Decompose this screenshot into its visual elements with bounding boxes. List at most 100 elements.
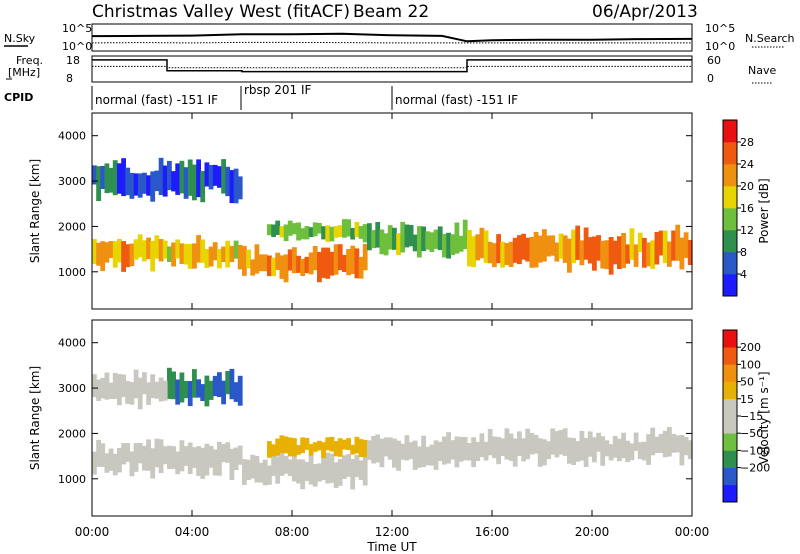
power-cell-0-0 [92, 239, 97, 264]
power-cell-1-5 [187, 243, 193, 269]
velocity-heatmap [92, 367, 693, 490]
x-tick-label-5: 16:00 [475, 525, 510, 539]
power-cell-0-8 [125, 244, 131, 268]
power-cell-6-6 [117, 163, 122, 194]
power-cell-5-39 [629, 228, 635, 260]
power-cell-4-8 [400, 221, 406, 253]
noise-right-tick-bottom: 10^0 [705, 40, 735, 53]
velocity-cell-0-23 [187, 442, 193, 474]
x-tick-label-2: 04:00 [175, 525, 210, 539]
power-cell-6-5 [112, 160, 118, 196]
velocity-cell-6-6 [117, 374, 122, 406]
velocity-cell-1-17 [312, 464, 318, 487]
velocity-y-tick-1: 1000 [58, 473, 86, 486]
velocity-cell-0-8 [125, 443, 131, 462]
power-cell-1-6 [192, 243, 197, 269]
power-cell-1-3 [179, 243, 185, 264]
power-cell-3-0 [267, 224, 272, 236]
velocity-cell-1-18 [317, 463, 322, 482]
velocity-cell-3-6 [192, 369, 197, 398]
power-cell-4-17 [437, 226, 443, 251]
power-cell-4-12 [417, 226, 422, 258]
power-y-tick-2: 2000 [58, 220, 86, 233]
power-cell-2-7 [271, 257, 276, 277]
power-cell-2-19 [321, 247, 326, 278]
velocity-cell-2-16 [333, 441, 339, 457]
velocity-cell-5-10 [508, 433, 514, 461]
velocity-cell-6-13 [146, 382, 151, 405]
velocity-cell-5-25 [571, 438, 576, 465]
velocity-cell-5-38 [625, 440, 631, 463]
power-cell-2-20 [325, 247, 331, 279]
power-cell-2-23 [337, 244, 343, 271]
power-cell-6-14 [150, 171, 156, 202]
power-cell-0-6 [117, 238, 122, 263]
velocity-cell-4-2 [375, 434, 381, 463]
power-cell-0-7 [121, 241, 126, 272]
velocity-cell-1-11 [287, 459, 293, 477]
velocity-cell-0-14 [150, 448, 156, 479]
power-cell-5-6 [492, 243, 497, 268]
velocity-cell-5-49 [671, 433, 676, 453]
velocity-cell-0-25 [196, 446, 201, 476]
velocity-cell-0-18 [167, 445, 172, 470]
power-cell-0-9 [129, 243, 135, 267]
velocity-cell-5-47 [662, 430, 668, 458]
power-cell-4-22 [458, 235, 464, 252]
velocity-cell-2-23 [362, 440, 368, 458]
velocity-cell-0-10 [133, 443, 139, 472]
power-cell-4-16 [433, 229, 439, 249]
velocity-cell-5-22 [558, 430, 564, 455]
power-cell-4-11 [412, 234, 418, 252]
velocity-cell-1-23 [337, 459, 343, 486]
power-cell-5-13 [521, 233, 526, 260]
velocity-cell-5-6 [492, 436, 497, 459]
power-cell-1-17 [237, 245, 243, 270]
nave-label: Nave [748, 64, 776, 77]
power-cell-0-15 [154, 235, 160, 259]
power-cell-6-11 [137, 173, 143, 198]
power-cell-4-13 [421, 226, 426, 251]
power-cell-1-4 [183, 243, 189, 265]
power-colorbar-swatch-7 [723, 142, 737, 165]
power-cell-4-2 [375, 222, 381, 248]
velocity-cell-0-3 [104, 453, 110, 473]
velocity-cell-5-50 [675, 435, 681, 453]
noise-line-2 [91, 41, 692, 44]
velocity-cell-2-22 [358, 439, 364, 457]
velocity-cell-5-48 [667, 427, 672, 457]
power-cell-4-10 [408, 225, 414, 247]
frequency-panel: Freq. [MHz] 18 8 60 0 Nave [6, 54, 776, 85]
power-cell-4-20 [450, 234, 456, 255]
freq-tick-bottom: 8 [66, 72, 73, 85]
power-cell-6-32 [225, 166, 231, 197]
power-cell-2-12 [292, 247, 297, 274]
velocity-cell-0-26 [200, 447, 206, 479]
velocity-cell-4-5 [387, 437, 393, 460]
power-y-tick-4: 4000 [58, 130, 86, 143]
power-cell-1-13 [221, 246, 226, 263]
velocity-cell-5-41 [637, 442, 643, 459]
velocity-cell-3-5 [187, 381, 193, 407]
power-cell-1-11 [212, 242, 218, 261]
power-cell-1-10 [208, 246, 214, 267]
power-cell-2-3 [254, 244, 260, 274]
power-cell-1-0 [167, 246, 172, 262]
power-cell-5-12 [517, 235, 522, 265]
velocity-cell-5-11 [512, 438, 518, 467]
velocity-cell-0-2 [100, 443, 106, 467]
velocity-cell-1-29 [362, 455, 368, 486]
velocity-cell-0-27 [204, 443, 210, 476]
velocity-cell-2-17 [337, 438, 343, 457]
velocity-colorbar-swatch-4 [723, 433, 737, 451]
velocity-colorbar-swatch-3 [723, 450, 737, 468]
velocity-cell-5-45 [654, 436, 660, 453]
power-cell-4-21 [454, 222, 460, 254]
velocity-cell-5-13 [521, 438, 526, 462]
velocity-cell-3-10 [208, 380, 214, 400]
power-cell-6-16 [158, 157, 164, 195]
velocity-cell-5-29 [587, 431, 593, 457]
power-cell-3-3 [279, 226, 285, 238]
velocity-cell-5-14 [525, 428, 531, 460]
power-colorbar-tick-2: 8 [740, 246, 747, 259]
